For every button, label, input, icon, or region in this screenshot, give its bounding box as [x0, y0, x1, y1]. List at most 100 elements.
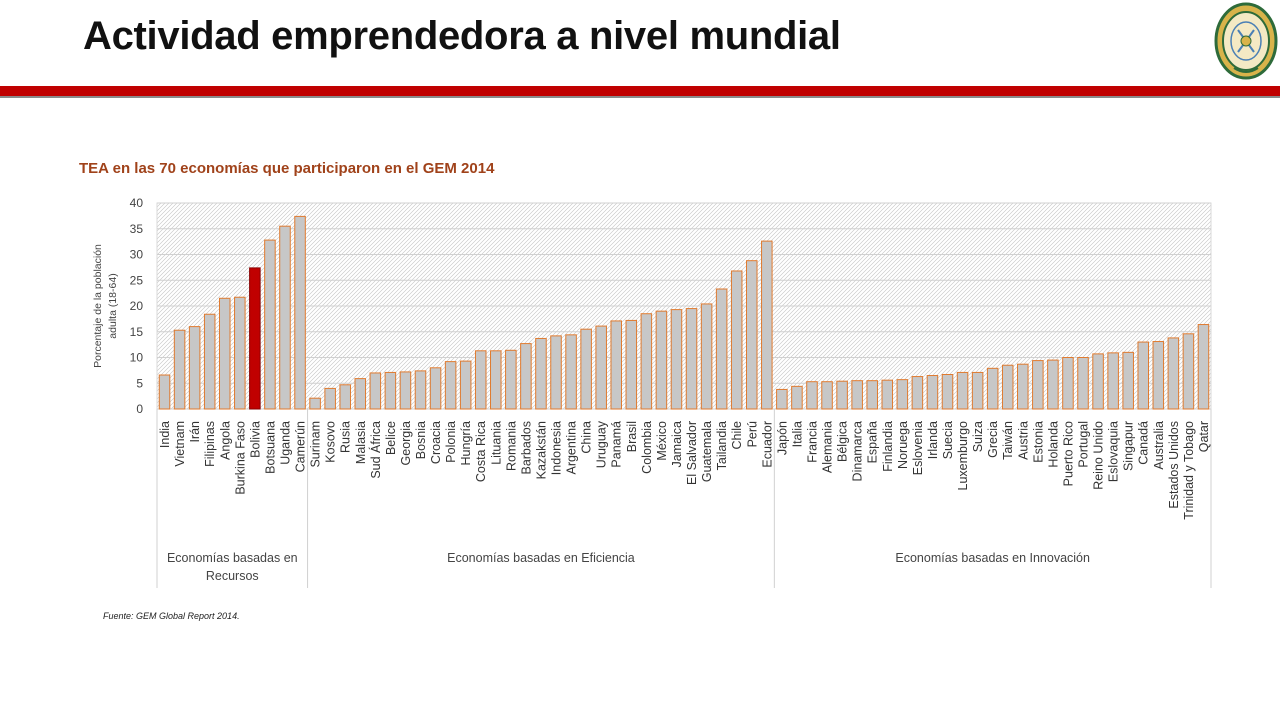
- bar-botsuana: [264, 239, 276, 410]
- x-tick-label: Hungría: [459, 421, 473, 466]
- x-tick-label: Uruguay: [595, 420, 609, 468]
- bar-uganda: [279, 225, 291, 410]
- x-tick-label: Eslovenia: [911, 421, 925, 475]
- bar-bosnia: [414, 370, 427, 410]
- bar-puerto-rico: [1062, 357, 1074, 410]
- x-tick-label: Argentina: [565, 421, 579, 475]
- bar-méxico: [655, 310, 668, 410]
- bar-dinamarca: [851, 380, 863, 410]
- bar-portugal: [1077, 357, 1089, 410]
- bar-argentina: [565, 334, 577, 410]
- bar-surinam: [309, 397, 321, 410]
- x-tick-label: Botsuana: [263, 421, 277, 474]
- bar-francia: [806, 381, 818, 410]
- bar-qatar: [1197, 324, 1210, 410]
- bar-romania: [505, 349, 517, 410]
- bar-polonia: [444, 361, 457, 410]
- x-tick-label: Ecuador: [760, 421, 774, 468]
- bar-noruega: [896, 379, 909, 410]
- x-tick-label: China: [580, 421, 594, 454]
- source-note: Fuente: GEM Global Report 2014.: [103, 611, 240, 621]
- x-tick-label: Croacia: [429, 421, 443, 464]
- bar-canadá: [1137, 341, 1150, 410]
- x-tick-label: Surinam: [309, 421, 323, 468]
- x-tick-label: Guatemala: [700, 421, 714, 482]
- y-tick-label: 30: [130, 248, 144, 262]
- group-label: Economías basadas en Recursos: [167, 551, 298, 583]
- x-tick-label: Holanda: [1046, 421, 1060, 468]
- x-tick-label: Trinidad y Tobago: [1182, 421, 1196, 520]
- x-tick-label: Camerún: [294, 421, 308, 472]
- bar-reino-unido: [1092, 353, 1104, 410]
- bar-chile: [730, 270, 743, 410]
- x-tick-label: Bélgica: [836, 421, 850, 462]
- x-tick-label: Suecia: [941, 421, 955, 459]
- bar-australia: [1152, 341, 1165, 410]
- bar-estonia: [1032, 360, 1044, 410]
- x-tick-label: Belice: [384, 421, 398, 455]
- bar-luxemburgo: [956, 371, 969, 410]
- y-tick-label: 25: [130, 273, 144, 287]
- x-tick-label: Tailandia: [715, 421, 729, 470]
- x-tick-label: Bolivia: [248, 421, 262, 458]
- x-tick-label: Estonia: [1031, 421, 1045, 463]
- bar-camerún: [294, 215, 306, 410]
- y-tick-label: 0: [136, 402, 143, 416]
- title-accent-bar: [0, 86, 1280, 96]
- slide-title: Actividad emprendedora a nivel mundial: [83, 14, 841, 58]
- y-tick-label: 5: [136, 376, 143, 390]
- x-tick-label: Romania: [504, 421, 518, 471]
- bar-eslovaquia: [1107, 352, 1119, 410]
- x-tick-label: Singapur: [1122, 421, 1136, 471]
- bar-el-salvador: [685, 308, 698, 410]
- x-tick-label: Eslovaquia: [1107, 421, 1121, 482]
- bar-vietnam: [173, 329, 186, 410]
- bar-eslovenia: [911, 376, 924, 410]
- x-tick-label: Estados Unidos: [1167, 421, 1181, 509]
- x-tick-label: Polonia: [444, 421, 458, 463]
- bar-rusia: [339, 384, 351, 410]
- bar-españa: [866, 380, 878, 410]
- x-tick-label: Irlanda: [926, 421, 940, 459]
- x-tick-label: Georgia: [399, 421, 413, 466]
- university-seal-icon: [1214, 2, 1278, 80]
- bar-china: [580, 328, 592, 410]
- y-tick-label: 35: [130, 222, 144, 236]
- y-tick-label: 20: [130, 299, 144, 313]
- x-tick-label: Kosovo: [324, 421, 338, 463]
- x-tick-label: Finlandia: [881, 421, 895, 472]
- x-tick-label: Burkina Faso: [233, 421, 247, 495]
- x-tick-label: México: [655, 421, 669, 461]
- x-tick-label: Reino Unido: [1092, 421, 1106, 490]
- bar-irlanda: [926, 375, 939, 410]
- bar-angola: [218, 297, 231, 410]
- bar-bélgica: [836, 380, 848, 410]
- x-tick-label: Sud África: [368, 421, 383, 479]
- bar-georgia: [399, 371, 412, 410]
- x-tick-label: Alemania: [821, 421, 835, 473]
- bar-costa-rica: [474, 350, 487, 410]
- x-tick-label: Luxemburgo: [956, 421, 970, 491]
- x-tick-label: Japón: [775, 421, 789, 455]
- title-bar-shadow: [0, 96, 1280, 98]
- y-tick-label: 10: [130, 351, 144, 365]
- chart-title: TEA en las 70 economías que participaron…: [79, 160, 495, 177]
- x-tick-label: Dinamarca: [851, 421, 865, 481]
- bar-india: [158, 374, 171, 410]
- x-tick-label: Kazakstán: [534, 421, 548, 479]
- bar-filipinas: [203, 313, 216, 410]
- x-tick-label: Bosnia: [414, 421, 428, 459]
- x-tick-label: Irán: [188, 421, 202, 443]
- x-tick-label: Puerto Rico: [1061, 421, 1075, 486]
- x-tick-label: Rusia: [339, 421, 353, 453]
- x-tick-label: Barbados: [519, 421, 533, 475]
- bar-kosovo: [324, 387, 336, 410]
- x-tick-label: España: [866, 421, 880, 463]
- bar-lituania: [490, 350, 502, 410]
- x-tick-label: Malasia: [354, 421, 368, 464]
- group-label: Economías basadas en Eficiencia: [447, 551, 635, 565]
- bar-bolivia: [249, 267, 261, 410]
- x-tick-label: Jamaica: [670, 421, 684, 468]
- x-tick-label: Lituania: [489, 421, 503, 465]
- bar-taiwán: [1001, 364, 1014, 410]
